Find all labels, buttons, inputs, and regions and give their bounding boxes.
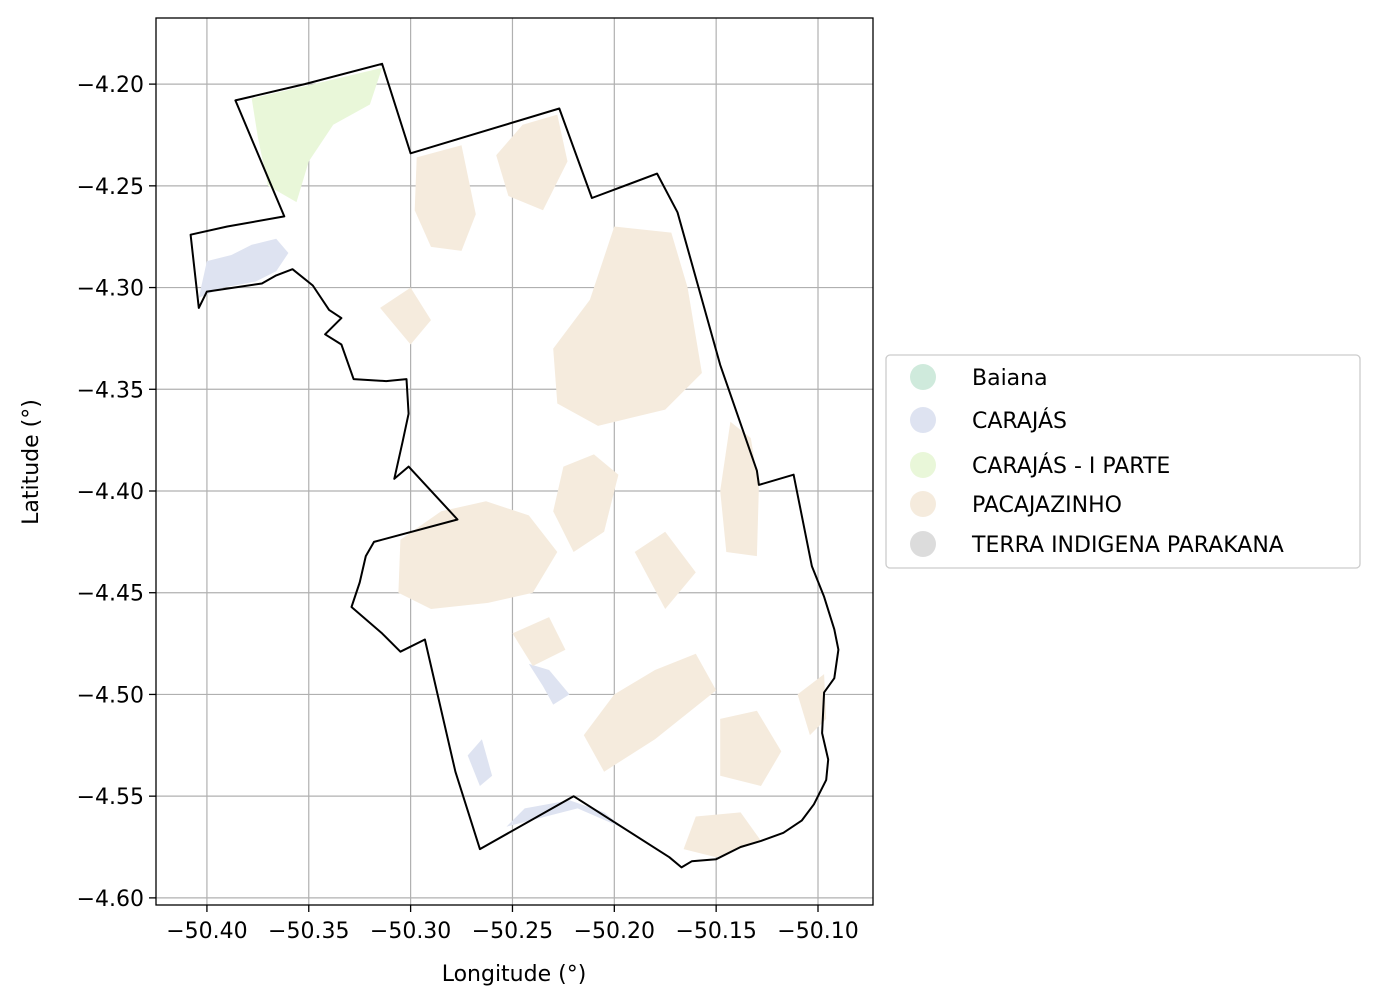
y-tick-label-0: −4.20: [77, 73, 144, 98]
y-tick-label-7: −4.55: [77, 785, 144, 810]
zone-pacajazinho-9: [398, 501, 558, 609]
legend-label-carajas: CARAJÁS: [972, 408, 1067, 434]
y-axis-ticks: −4.20 −4.25 −4.30 −4.35 −4.40 −4.45 −4.50 −4.55…: [77, 73, 156, 912]
x-tick-label-6: −50.10: [777, 919, 858, 944]
legend-item-baiana: Baiana: [910, 364, 1048, 391]
zone-pacajazinho-13: [683, 812, 761, 858]
legend-frame: [885, 354, 1361, 569]
zone-pacajazinho-6: [496, 114, 568, 211]
zone-pacajazinho-12: [720, 710, 782, 786]
municipality-boundary: [189, 62, 840, 869]
y-axis-label: Latitude (°): [19, 399, 44, 525]
legend-item-carajas: CARAJÁS: [910, 407, 1067, 434]
y-tick-label-2: −4.30: [77, 277, 144, 302]
y-tick-label-3: −4.35: [77, 378, 144, 403]
legend-marker-terra-indigena-parakana: [910, 531, 936, 557]
zone-pacajazinho-5: [414, 145, 476, 251]
y-tick-label-4: −4.40: [77, 480, 144, 505]
zone-pacajazinho-14: [797, 674, 827, 736]
legend-marker-baiana: [910, 364, 936, 390]
zone-pacajazinho-16: [380, 287, 431, 345]
y-tick-label-6: −4.50: [77, 683, 144, 708]
x-tick-label-3: −50.25: [472, 919, 553, 944]
x-tick-label-2: −50.30: [370, 919, 451, 944]
x-tick-label-4: −50.20: [574, 919, 655, 944]
legend-item-pacajazinho: PACAJAZINHO: [910, 491, 1122, 518]
y-tick-label-8: −4.60: [77, 887, 144, 912]
legend: Baiana CARAJÁS CARAJÁS - I PARTE PACAJAZINH…: [885, 354, 1361, 569]
zone-pacajazinho-7: [553, 226, 702, 426]
x-axis-ticks: −50.40 −50.35 −50.30 −50.25 −50.20 −50.15 −50.…: [166, 905, 859, 944]
zone-pacajazinho-8: [720, 421, 759, 557]
zone-carajas-1: [198, 238, 289, 298]
plot-frame: [155, 17, 874, 906]
legend-label-carajas-i-parte: CARAJÁS - I PARTE: [972, 453, 1170, 479]
legend-label-baiana: Baiana: [972, 366, 1048, 391]
zone-carajas-2: [528, 663, 570, 705]
zone-pacajazinho-11: [583, 653, 717, 772]
legend-label-terra-indigena-parakana: TERRA INDIGENA PARAKANA: [971, 533, 1284, 558]
x-tick-label-0: −50.40: [166, 919, 247, 944]
legend-marker-pacajazinho: [910, 491, 936, 517]
legend-marker-carajas: [910, 407, 936, 433]
x-axis-label: Longitude (°): [442, 962, 587, 987]
legend-item-carajas-i-parte: CARAJÁS - I PARTE: [910, 452, 1170, 479]
zone-pacajazinho-17: [634, 531, 696, 609]
x-tick-label-1: −50.35: [268, 919, 349, 944]
y-tick-label-1: −4.25: [77, 175, 144, 200]
zone-carajas-4: [467, 739, 493, 786]
boundary-layer: [189, 62, 840, 869]
zone-carajas-3: [506, 800, 625, 829]
legend-marker-carajas-i-parte: [910, 452, 936, 478]
x-tick-label-5: −50.15: [675, 919, 756, 944]
zone-layer: [198, 67, 827, 858]
zone-pacajazinho-10: [553, 454, 619, 552]
y-tick-label-5: −4.45: [77, 582, 144, 607]
legend-item-terra-indigena-parakana: TERRA INDIGENA PARAKANA: [910, 531, 1284, 558]
zone-carajas-i-parte-0: [251, 67, 383, 203]
zone-pacajazinho-15: [512, 617, 566, 666]
legend-label-pacajazinho: PACAJAZINHO: [972, 493, 1122, 518]
